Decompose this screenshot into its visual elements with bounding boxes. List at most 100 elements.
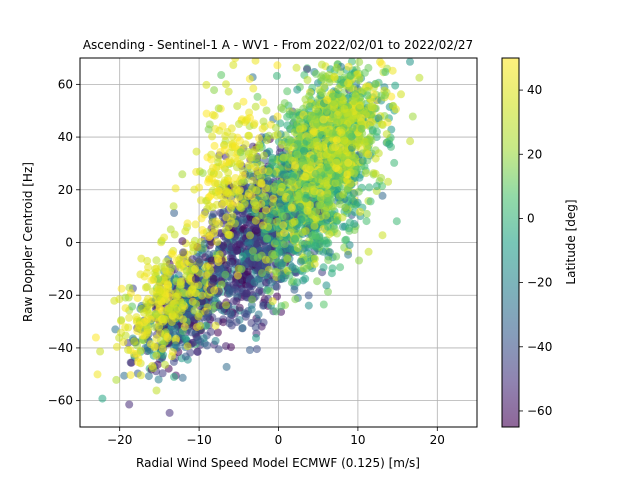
scatter-point: [385, 140, 394, 149]
scatter-point: [245, 170, 254, 179]
scatter-point: [154, 375, 163, 384]
scatter-point: [242, 310, 251, 319]
scatter-point: [227, 343, 235, 352]
scatter-point: [221, 270, 230, 279]
scatter-point: [304, 301, 313, 310]
scatter-point: [324, 287, 332, 296]
scatter-point: [355, 58, 364, 67]
scatter-point: [372, 182, 381, 191]
scatter-point: [232, 318, 241, 327]
scatter-point: [293, 85, 302, 94]
scatter-point: [96, 347, 105, 356]
scatter-point: [192, 147, 201, 156]
y-tick-label: −20: [48, 288, 73, 302]
scatter-points: [91, 58, 424, 417]
scatter-point: [140, 308, 149, 317]
scatter-point: [209, 209, 218, 218]
scatter-point: [191, 264, 200, 273]
scatter-point: [320, 82, 329, 91]
scatter-point: [196, 321, 205, 330]
scatter-point: [298, 228, 307, 237]
scatter-point: [250, 119, 259, 128]
scatter-point: [222, 80, 230, 89]
colorbar-tick-label: 40: [527, 83, 542, 97]
scatter-point: [202, 321, 211, 330]
scatter-point: [269, 194, 278, 203]
scatter-point: [275, 199, 284, 208]
scatter-point: [198, 169, 207, 178]
y-axis-label: Raw Doppler Centroid [Hz]: [21, 162, 35, 322]
scatter-point: [203, 204, 212, 213]
x-tick-label: −10: [186, 433, 211, 447]
scatter-point: [301, 95, 310, 104]
scatter-point: [355, 134, 364, 143]
scatter-point: [224, 168, 233, 177]
scatter-point: [350, 154, 359, 162]
scatter-point: [155, 287, 164, 296]
scatter-point: [180, 259, 189, 268]
scatter-point: [202, 109, 211, 118]
scatter-point: [305, 102, 314, 111]
scatter-point: [382, 130, 391, 139]
scatter-point: [364, 150, 373, 159]
scatter-point: [231, 154, 240, 163]
scatter-point: [141, 283, 150, 292]
scatter-point: [257, 322, 266, 331]
scatter-point: [188, 255, 197, 264]
scatter-point: [238, 252, 247, 261]
scatter-point: [236, 148, 245, 157]
scatter-point: [322, 177, 331, 185]
scatter-point: [245, 74, 254, 83]
scatter-point: [220, 176, 229, 185]
scatter-point: [384, 177, 393, 186]
scatter-point: [374, 114, 383, 123]
scatter-point: [211, 321, 220, 330]
scatter-point: [360, 68, 369, 77]
scatter-point: [212, 200, 221, 209]
scatter-point: [200, 239, 209, 248]
scatter-point: [328, 129, 337, 138]
scatter-point: [268, 297, 277, 306]
scatter-point: [330, 73, 339, 82]
scatter-point: [160, 272, 169, 281]
scatter-point: [296, 257, 305, 266]
scatter-point: [261, 192, 270, 201]
scatter-point: [229, 280, 238, 289]
scatter-point: [178, 170, 187, 179]
scatter-point: [381, 91, 390, 99]
scatter-point: [210, 86, 219, 95]
scatter-point: [251, 58, 260, 65]
scatter-point: [205, 120, 214, 129]
scatter-point: [252, 153, 261, 162]
scatter-point: [181, 352, 190, 361]
scatter-point: [235, 202, 244, 211]
scatter-point: [340, 105, 349, 113]
scatter-point: [278, 140, 286, 149]
scatter-point: [136, 270, 145, 279]
scatter-point: [152, 264, 161, 273]
scatter-point: [233, 102, 242, 111]
scatter-point: [258, 166, 267, 175]
scatter-point: [347, 116, 356, 124]
scatter-point: [185, 289, 194, 298]
scatter-point: [305, 163, 314, 172]
scatter-point: [322, 239, 331, 248]
scatter-point: [267, 278, 276, 286]
scatter-point: [332, 252, 341, 261]
scatter-point: [408, 112, 417, 121]
scatter-point: [319, 115, 328, 124]
scatter-point: [237, 265, 246, 274]
scatter-point: [279, 221, 288, 230]
scatter-point: [155, 322, 164, 331]
scatter-point: [291, 161, 300, 170]
scatter-point: [206, 327, 215, 336]
scatter-point: [285, 110, 294, 119]
scatter-point: [406, 137, 415, 146]
scatter-point: [152, 351, 161, 360]
scatter-point: [181, 227, 190, 236]
scatter-point: [224, 87, 233, 96]
scatter-point: [211, 179, 220, 187]
scatter-point: [293, 244, 302, 252]
scatter-point: [280, 228, 289, 237]
scatter-point: [328, 264, 337, 273]
